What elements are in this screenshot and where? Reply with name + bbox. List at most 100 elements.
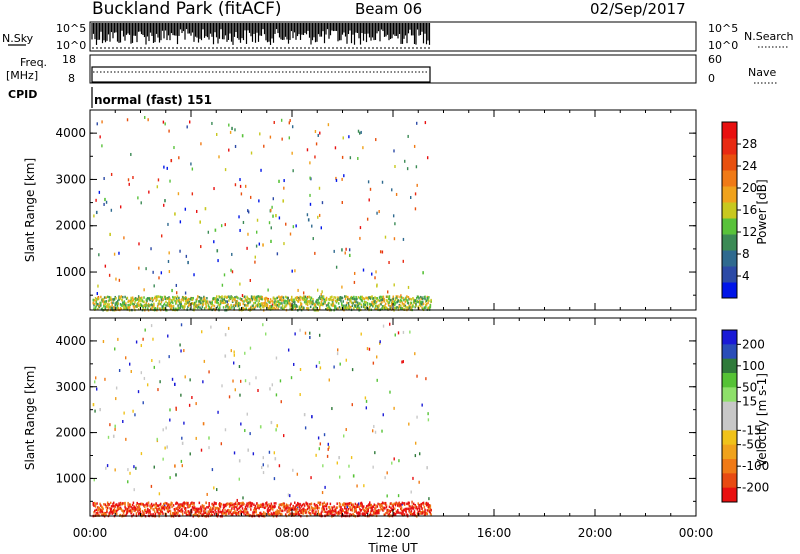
ground-cell [294,513,297,517]
ground-cell [191,508,193,512]
ground-cell [225,304,228,308]
data-cell [260,168,262,172]
data-cell [374,451,376,455]
ground-cell [224,295,226,298]
ground-cell [125,507,128,511]
ground-cell [278,509,280,513]
ground-cell [131,299,134,303]
ground-cell [217,307,220,311]
ground-cell [186,298,188,302]
ground-cell [221,295,223,298]
ground-cell [247,501,250,505]
data-cell [153,284,155,288]
ground-cell [238,506,241,510]
ground-cell [97,511,99,515]
data-cell [156,185,159,189]
ground-cell [369,302,371,306]
ground-cell [401,501,404,505]
ground-cell [359,297,362,301]
ground-cell [234,511,236,515]
data-cell [184,291,187,295]
ground-cell [120,507,123,511]
ground-cell [253,508,255,512]
ground-cell [140,297,142,300]
ground-cell [405,297,407,301]
ground-cell [324,301,326,305]
data-cell [314,130,317,134]
ground-cell [337,296,339,299]
data-cell [210,325,212,329]
data-cell [144,328,146,332]
ground-cell [128,306,130,310]
ground-cell [326,306,329,310]
colorbar-swatch [722,202,737,219]
data-cell [171,377,174,381]
ground-cell [224,301,226,305]
ground-cell [136,501,138,505]
ground-cell [141,296,143,300]
ground-cell [350,299,352,302]
data-cell [250,151,253,155]
ground-cell [115,301,117,305]
ground-cell [369,514,371,517]
ground-cell [209,307,211,310]
ground-cell [320,302,323,305]
ground-cell [162,506,164,510]
ground-cell [381,295,383,299]
ground-cell [259,503,262,507]
ground-cell [371,514,373,517]
ground-cell [140,303,142,306]
ground-cell [261,512,263,516]
ground-cell [290,512,292,516]
ground-cell [208,501,210,505]
data-cell [366,347,369,351]
ground-cell [203,507,205,510]
ground-cell [225,512,228,516]
ground-cell [251,502,254,505]
ground-cell [422,502,425,506]
ground-cell [389,305,391,308]
ground-cell [422,301,424,304]
ground-cell [282,506,285,509]
ground-cell [198,510,201,514]
data-cell [96,387,98,391]
data-cell [178,156,180,160]
ground-cell [341,296,344,300]
ground-cell [362,508,365,511]
ground-cell [181,509,183,512]
ground-cell [215,502,217,506]
data-cell [247,210,250,214]
ground-cell [297,513,300,516]
ground-cell [131,503,134,507]
data-cell [270,239,272,244]
ground-cell [180,504,182,508]
ground-cell [223,298,226,301]
ground-cell [353,514,355,517]
ground-cell [184,297,186,300]
ground-cell [171,502,173,505]
ground-cell [94,505,97,508]
data-cell [125,437,127,441]
ground-cell [390,303,393,306]
ground-cell [259,304,262,307]
ground-cell [189,504,191,507]
data-cell [167,222,169,226]
ground-cell [339,508,341,512]
data-cell [341,155,344,159]
data-cell [137,390,140,394]
ground-cell [122,304,125,308]
ground-cell [315,513,317,517]
ground-cell [300,305,303,309]
ground-cell [347,307,350,310]
ground-cell [172,301,174,305]
ground-cell [402,511,404,515]
ground-cell [163,508,166,511]
data-cell [191,192,194,196]
ground-cell [275,300,278,303]
data-cell [171,288,173,293]
ground-cell [117,504,120,508]
data-cell [317,215,319,219]
data-cell [407,285,410,289]
ground-cell [107,308,110,311]
ground-cell [111,505,113,508]
